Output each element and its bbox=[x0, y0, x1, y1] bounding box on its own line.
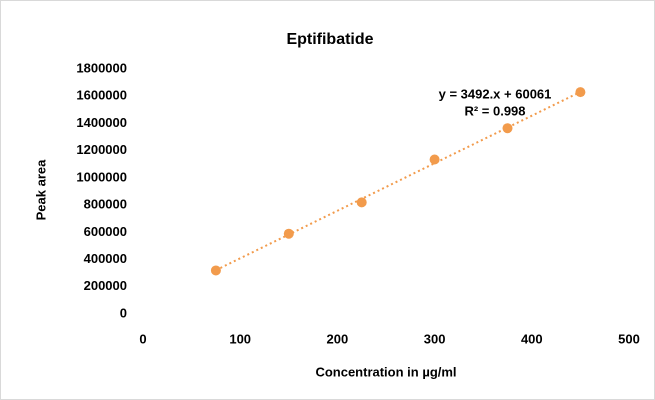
y-tick-label: 400000 bbox=[84, 251, 127, 266]
x-tick-label: 300 bbox=[424, 331, 446, 346]
point bbox=[502, 123, 513, 134]
trendline-equation: y = 3492.x + 60061 bbox=[439, 86, 552, 101]
point bbox=[283, 228, 294, 239]
y-tick-label: 1400000 bbox=[76, 115, 127, 130]
y-axis-label: Peak area bbox=[33, 159, 48, 220]
x-tick-label: 200 bbox=[327, 331, 349, 346]
trendline-r2: R² = 0.998 bbox=[464, 103, 525, 118]
x-axis-label: Concentration in µg/ml bbox=[315, 364, 456, 379]
point bbox=[575, 87, 586, 98]
point bbox=[356, 197, 367, 208]
x-tick-label: 0 bbox=[139, 331, 146, 346]
y-tick-label: 0 bbox=[120, 305, 127, 320]
x-tick-label: 500 bbox=[618, 331, 640, 346]
x-tick-label: 400 bbox=[521, 331, 543, 346]
point bbox=[210, 265, 221, 276]
y-tick-label: 1600000 bbox=[76, 88, 127, 103]
y-tick-label: 200000 bbox=[84, 278, 127, 293]
y-tick-label: 1800000 bbox=[76, 60, 127, 75]
y-tick-label: 1200000 bbox=[76, 142, 127, 157]
y-tick-label: 600000 bbox=[84, 224, 127, 239]
x-tick-label: 100 bbox=[229, 331, 251, 346]
y-tick-label: 800000 bbox=[84, 197, 127, 212]
y-tick-label: 1000000 bbox=[76, 169, 127, 184]
chart-title: Eptifibatide bbox=[286, 31, 373, 48]
point bbox=[429, 154, 440, 165]
